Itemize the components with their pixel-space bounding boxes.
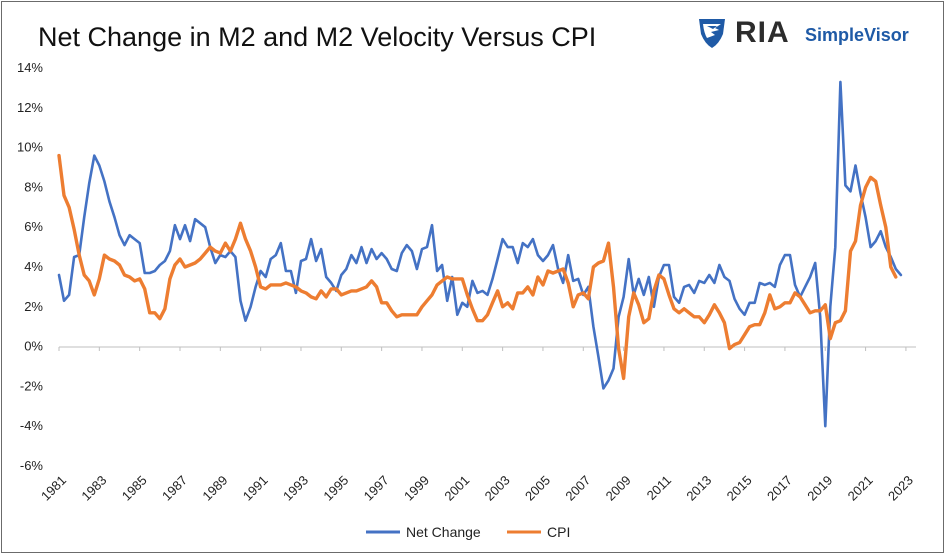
x-tick-label: 1985 [119,473,150,504]
logo-brand: RIA [735,16,790,49]
x-tick-label: 2007 [562,473,593,504]
series-line-net-change [57,80,903,428]
x-tick-label: 1983 [78,473,109,504]
x-tick-label: 2015 [724,473,755,504]
x-tick-label: 2001 [441,473,472,504]
y-tick-label: 10% [17,140,43,155]
x-tick-label: 1989 [199,473,230,504]
y-tick-label: 0% [24,339,43,354]
x-tick-label: 2003 [482,473,513,504]
eagle-shield-icon [699,19,725,48]
x-axis: 1981 1983 1985 1987 1989 1991 1993 1995 1997 1999… [38,346,916,504]
x-tick-label: 1991 [240,473,271,504]
x-tick-label: 2021 [845,473,876,504]
y-tick-label: 8% [24,179,43,194]
legend: Net Change CPI [366,524,570,540]
x-tick-label: 1995 [320,473,351,504]
y-tick-label: 6% [24,219,43,234]
series-line-cpi [57,153,898,381]
x-tick-label: 2023 [885,473,916,504]
chart-title: Net Change in M2 and M2 Velocity Versus … [38,22,597,52]
x-tick-label: 1997 [361,473,392,504]
series-layer [57,80,903,428]
x-tick-label: 2017 [764,473,795,504]
x-tick-label: 2009 [603,473,634,504]
y-tick-label: 4% [24,259,43,274]
y-tick-label: 2% [24,299,43,314]
y-tick-label: 12% [17,100,43,115]
y-axis: -6% -4% -2% 0% 2% 4% 6% 8% 10% 12% 14% [17,60,43,473]
x-tick-label: 2011 [644,473,674,503]
legend-label: Net Change [406,524,481,540]
y-tick-label: -4% [20,418,44,433]
x-tick-label: 1993 [280,473,311,504]
x-tick-label: 1987 [159,473,190,504]
logo: RIA SimpleVisor [695,16,925,50]
x-tick-label: 2005 [522,473,553,504]
logo-product: SimpleVisor [805,25,909,45]
x-tick-label: 2019 [804,473,835,504]
legend-label: CPI [547,524,570,540]
x-tick-label: 1981 [38,473,69,504]
x-tick-label: 2013 [683,473,714,504]
x-tick-label: 1999 [401,473,432,504]
y-tick-label: -6% [20,458,44,473]
y-tick-label: -2% [20,378,44,393]
y-tick-label: 14% [17,60,43,75]
